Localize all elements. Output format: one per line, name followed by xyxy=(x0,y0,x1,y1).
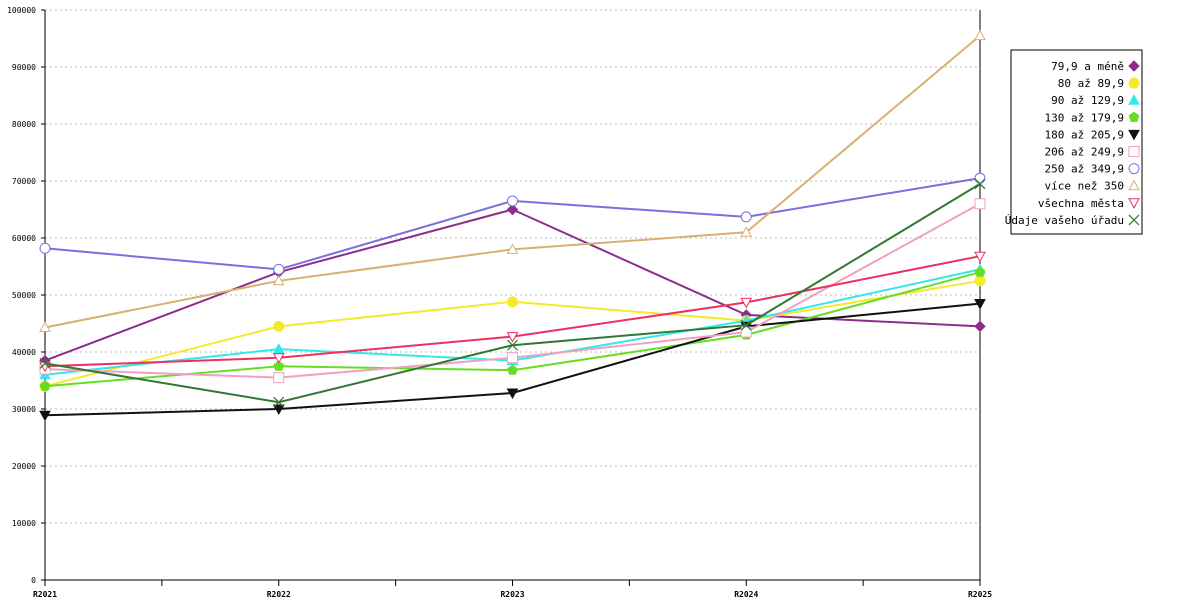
data-point xyxy=(272,343,285,354)
legend-marker xyxy=(1128,77,1140,89)
legend-label: více než 350 xyxy=(1045,180,1124,193)
data-point xyxy=(974,275,986,287)
data-point xyxy=(506,243,519,254)
data-point xyxy=(974,299,986,310)
series-line xyxy=(44,177,981,271)
legend-item: Údaje vašeho úřadu xyxy=(1005,214,1140,227)
data-point xyxy=(740,319,752,331)
data-point xyxy=(740,326,752,338)
data-point xyxy=(39,242,51,254)
legend-marker xyxy=(1128,94,1140,105)
data-point xyxy=(39,357,51,369)
y-tick-label: 20000 xyxy=(12,462,36,471)
legend-label: Údaje vašeho úřadu xyxy=(1005,214,1124,227)
legend-label: 206 až 249,9 xyxy=(1045,146,1124,159)
data-point xyxy=(39,321,51,332)
y-tick-label: 10000 xyxy=(12,519,36,528)
series-3 xyxy=(39,266,986,391)
data-point xyxy=(273,396,285,408)
y-tick-label: 70000 xyxy=(12,177,36,186)
data-point xyxy=(39,410,51,422)
legend-marker xyxy=(1128,214,1140,226)
x-tick-label: R2024 xyxy=(734,590,758,599)
legend-marker xyxy=(1128,146,1140,157)
legend-box xyxy=(1010,49,1143,235)
y-tick-label: 80000 xyxy=(12,120,36,129)
data-point xyxy=(740,297,753,309)
legend-item: všechna města xyxy=(1038,197,1140,210)
y-tick-label: 0 xyxy=(31,576,36,585)
data-point xyxy=(506,388,519,400)
legend-label: 180 až 205,9 xyxy=(1045,128,1124,141)
legend-marker xyxy=(1128,198,1140,209)
data-point xyxy=(272,353,285,364)
y-tick-label: 100000 xyxy=(7,6,36,15)
y-axis-ticks: 0 10000 20000 30000 40000 50000 60000 70000 8000… xyxy=(7,6,45,585)
data-point xyxy=(740,211,752,223)
legend-label: 80 až 89,9 xyxy=(1058,77,1124,90)
legend-label: 79,9 a méně xyxy=(1051,60,1124,73)
legend-label: 90 až 129,9 xyxy=(1051,94,1124,107)
data-point xyxy=(273,263,285,275)
x-tick-label: R2021 xyxy=(33,590,57,599)
data-point xyxy=(974,172,986,184)
data-point xyxy=(39,380,51,391)
series-8 xyxy=(39,251,986,373)
data-point xyxy=(974,198,986,210)
legend-item: 206 až 249,9 xyxy=(1045,146,1140,159)
data-point xyxy=(507,364,518,375)
series-7 xyxy=(39,29,986,332)
data-point xyxy=(974,178,986,190)
x-axis-ticks: R2021 R2022 R2023 R2024 R2025 xyxy=(33,580,992,599)
data-point xyxy=(506,332,519,343)
legend-marker xyxy=(1128,60,1140,72)
data-point xyxy=(273,360,285,371)
data-point xyxy=(507,195,518,207)
x-tick-label: R2022 xyxy=(267,590,291,599)
legend-item: 80 až 89,9 xyxy=(1058,77,1140,90)
legend-item: 90 až 129,9 xyxy=(1051,94,1140,107)
legend-item: 180 až 205,9 xyxy=(1045,128,1140,141)
y-tick-label: 60000 xyxy=(12,234,36,243)
data-point xyxy=(974,251,986,263)
data-point xyxy=(507,339,518,351)
legend-label: 130 až 179,9 xyxy=(1045,111,1124,124)
y-tick-label: 90000 xyxy=(12,63,36,72)
legend-item: 250 až 349,9 xyxy=(1045,163,1140,176)
legend-marker xyxy=(1128,129,1140,141)
grid-lines xyxy=(45,9,980,524)
data-point xyxy=(974,266,986,277)
series-9 xyxy=(39,178,986,408)
legend-marker xyxy=(1128,163,1140,175)
data-point xyxy=(507,352,518,364)
data-point xyxy=(974,29,986,41)
series-group xyxy=(39,29,986,422)
x-tick-label: R2023 xyxy=(500,590,524,599)
data-point xyxy=(506,203,519,216)
data-point xyxy=(272,274,285,286)
data-point xyxy=(273,320,285,332)
legend-item: více než 350 xyxy=(1045,179,1140,193)
data-point xyxy=(974,320,986,333)
series-6 xyxy=(39,172,986,275)
legend-label: 250 až 349,9 xyxy=(1045,163,1124,176)
y-tick-label: 50000 xyxy=(12,291,36,300)
legend-marker xyxy=(1128,179,1140,191)
series-5 xyxy=(39,198,986,384)
data-point xyxy=(273,372,285,384)
legend-item: 130 až 179,9 xyxy=(1045,111,1140,124)
y-tick-label: 30000 xyxy=(12,405,36,414)
legend: 79,9 a méně 80 až 89,9 90 až 129,9 130 až 1… xyxy=(1005,49,1143,235)
data-point xyxy=(740,226,753,237)
legend-item: 79,9 a méně xyxy=(1051,60,1140,73)
legend-label: všechna města xyxy=(1038,197,1124,210)
legend-marker xyxy=(1128,111,1140,122)
data-point xyxy=(272,404,285,416)
data-point xyxy=(507,296,518,308)
y-tick-label: 40000 xyxy=(12,348,36,357)
x-tick-label: R2025 xyxy=(968,590,992,599)
